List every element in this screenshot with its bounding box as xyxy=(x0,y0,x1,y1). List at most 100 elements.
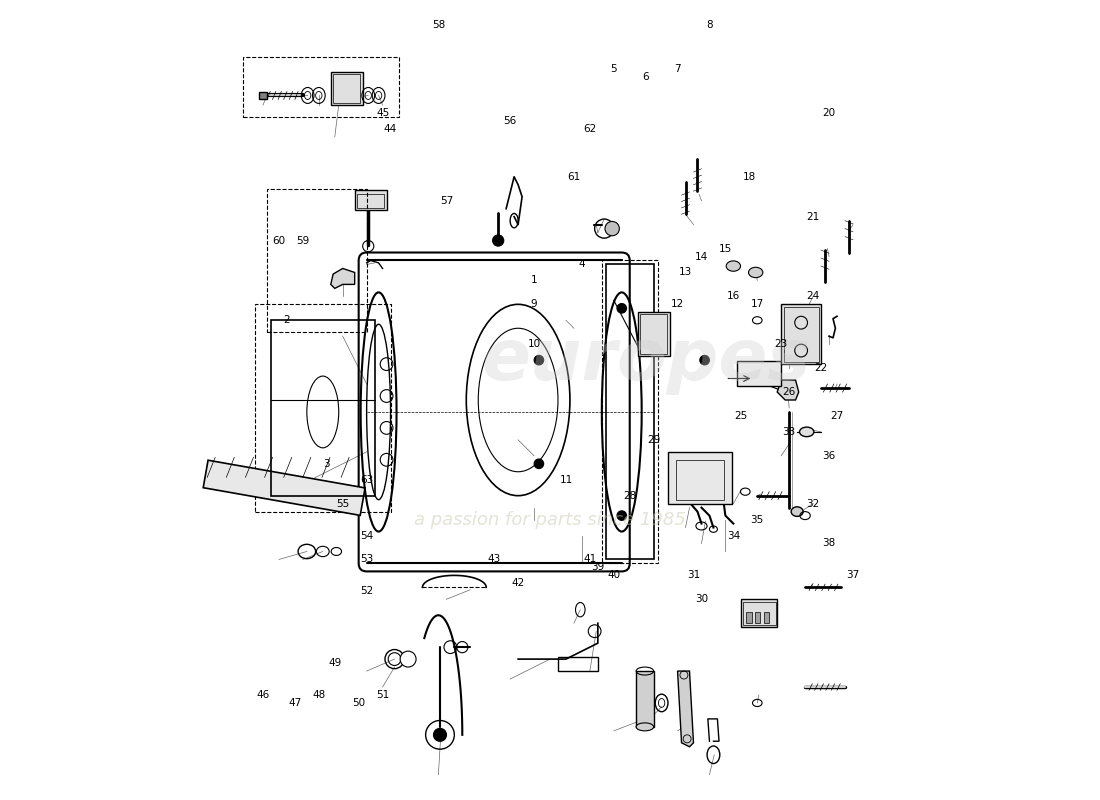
Circle shape xyxy=(605,222,619,236)
Text: 45: 45 xyxy=(376,108,389,118)
Text: 46: 46 xyxy=(256,690,270,700)
Text: 27: 27 xyxy=(830,411,844,421)
Bar xyxy=(333,74,361,102)
Bar xyxy=(746,612,751,623)
Text: europes: europes xyxy=(481,326,811,394)
Text: 5: 5 xyxy=(610,64,617,74)
Text: 26: 26 xyxy=(782,387,795,397)
Text: 43: 43 xyxy=(487,554,500,565)
Text: 8: 8 xyxy=(706,20,713,30)
Circle shape xyxy=(400,651,416,667)
Bar xyxy=(638,312,670,356)
Text: a passion for parts since 1985: a passion for parts since 1985 xyxy=(414,510,686,529)
Text: 30: 30 xyxy=(695,594,708,604)
Text: 38: 38 xyxy=(823,538,836,549)
Text: 7: 7 xyxy=(674,64,681,74)
Bar xyxy=(602,261,658,563)
Bar xyxy=(741,599,778,627)
Text: 14: 14 xyxy=(695,251,708,262)
Bar xyxy=(271,320,375,496)
Circle shape xyxy=(535,459,543,469)
Text: 22: 22 xyxy=(814,363,827,373)
Bar xyxy=(358,194,384,208)
Text: 51: 51 xyxy=(376,690,389,700)
Bar xyxy=(606,265,653,559)
Text: 50: 50 xyxy=(352,698,365,708)
Circle shape xyxy=(700,355,710,365)
Circle shape xyxy=(617,303,627,313)
Text: 3: 3 xyxy=(323,458,330,469)
Text: 17: 17 xyxy=(750,299,763,310)
Text: 4: 4 xyxy=(579,259,585,270)
Ellipse shape xyxy=(791,507,803,516)
Text: 58: 58 xyxy=(432,20,446,30)
Text: 49: 49 xyxy=(328,658,341,668)
Polygon shape xyxy=(778,380,799,400)
Text: 47: 47 xyxy=(288,698,301,708)
Bar xyxy=(676,460,724,500)
Text: 13: 13 xyxy=(679,267,692,278)
Ellipse shape xyxy=(636,723,653,731)
Ellipse shape xyxy=(726,261,740,271)
Text: 16: 16 xyxy=(727,291,740,302)
Bar xyxy=(781,304,821,364)
Bar xyxy=(258,92,267,98)
Text: 56: 56 xyxy=(504,116,517,126)
Text: 24: 24 xyxy=(806,291,820,302)
Bar xyxy=(742,602,775,625)
Text: 35: 35 xyxy=(750,514,763,525)
Text: 53: 53 xyxy=(360,554,373,565)
Bar xyxy=(331,71,363,105)
Text: 62: 62 xyxy=(583,124,596,134)
Text: 39: 39 xyxy=(591,562,605,573)
Text: 40: 40 xyxy=(607,570,620,580)
Circle shape xyxy=(433,729,447,742)
Text: 28: 28 xyxy=(623,490,636,501)
Circle shape xyxy=(617,511,627,520)
Bar xyxy=(558,657,597,671)
Text: 32: 32 xyxy=(806,498,820,509)
Text: 23: 23 xyxy=(774,339,788,349)
Text: 18: 18 xyxy=(742,172,756,182)
Text: 60: 60 xyxy=(273,235,286,246)
Bar xyxy=(243,57,398,117)
Text: 9: 9 xyxy=(530,299,538,310)
Text: 20: 20 xyxy=(823,108,836,118)
Text: 36: 36 xyxy=(823,451,836,461)
Bar xyxy=(636,671,653,727)
Text: 31: 31 xyxy=(686,570,700,580)
Text: 61: 61 xyxy=(568,172,581,182)
Bar xyxy=(668,452,732,504)
Text: 12: 12 xyxy=(671,299,684,310)
Bar xyxy=(783,306,818,362)
Bar xyxy=(640,314,668,354)
Text: 54: 54 xyxy=(360,530,373,541)
Text: 33: 33 xyxy=(782,427,795,437)
Text: 6: 6 xyxy=(642,72,649,82)
Text: 48: 48 xyxy=(312,690,326,700)
Bar xyxy=(204,460,365,515)
Bar xyxy=(755,612,760,623)
Bar xyxy=(267,189,366,332)
Text: 42: 42 xyxy=(512,578,525,588)
Polygon shape xyxy=(678,671,693,746)
Circle shape xyxy=(535,355,543,365)
Text: 2: 2 xyxy=(284,315,290,326)
Text: 10: 10 xyxy=(528,339,540,349)
Text: 59: 59 xyxy=(296,235,309,246)
Circle shape xyxy=(493,235,504,246)
Text: 29: 29 xyxy=(647,435,660,445)
Text: 34: 34 xyxy=(727,530,740,541)
Bar xyxy=(737,361,781,386)
Bar xyxy=(763,612,769,623)
Text: 63: 63 xyxy=(360,474,373,485)
Text: 55: 55 xyxy=(337,498,350,509)
Text: 57: 57 xyxy=(440,196,453,206)
Text: 52: 52 xyxy=(360,586,373,596)
Bar xyxy=(255,304,390,512)
Circle shape xyxy=(700,459,710,469)
Ellipse shape xyxy=(800,427,814,437)
Text: 37: 37 xyxy=(846,570,859,580)
Bar xyxy=(354,190,386,210)
Text: 25: 25 xyxy=(735,411,748,421)
